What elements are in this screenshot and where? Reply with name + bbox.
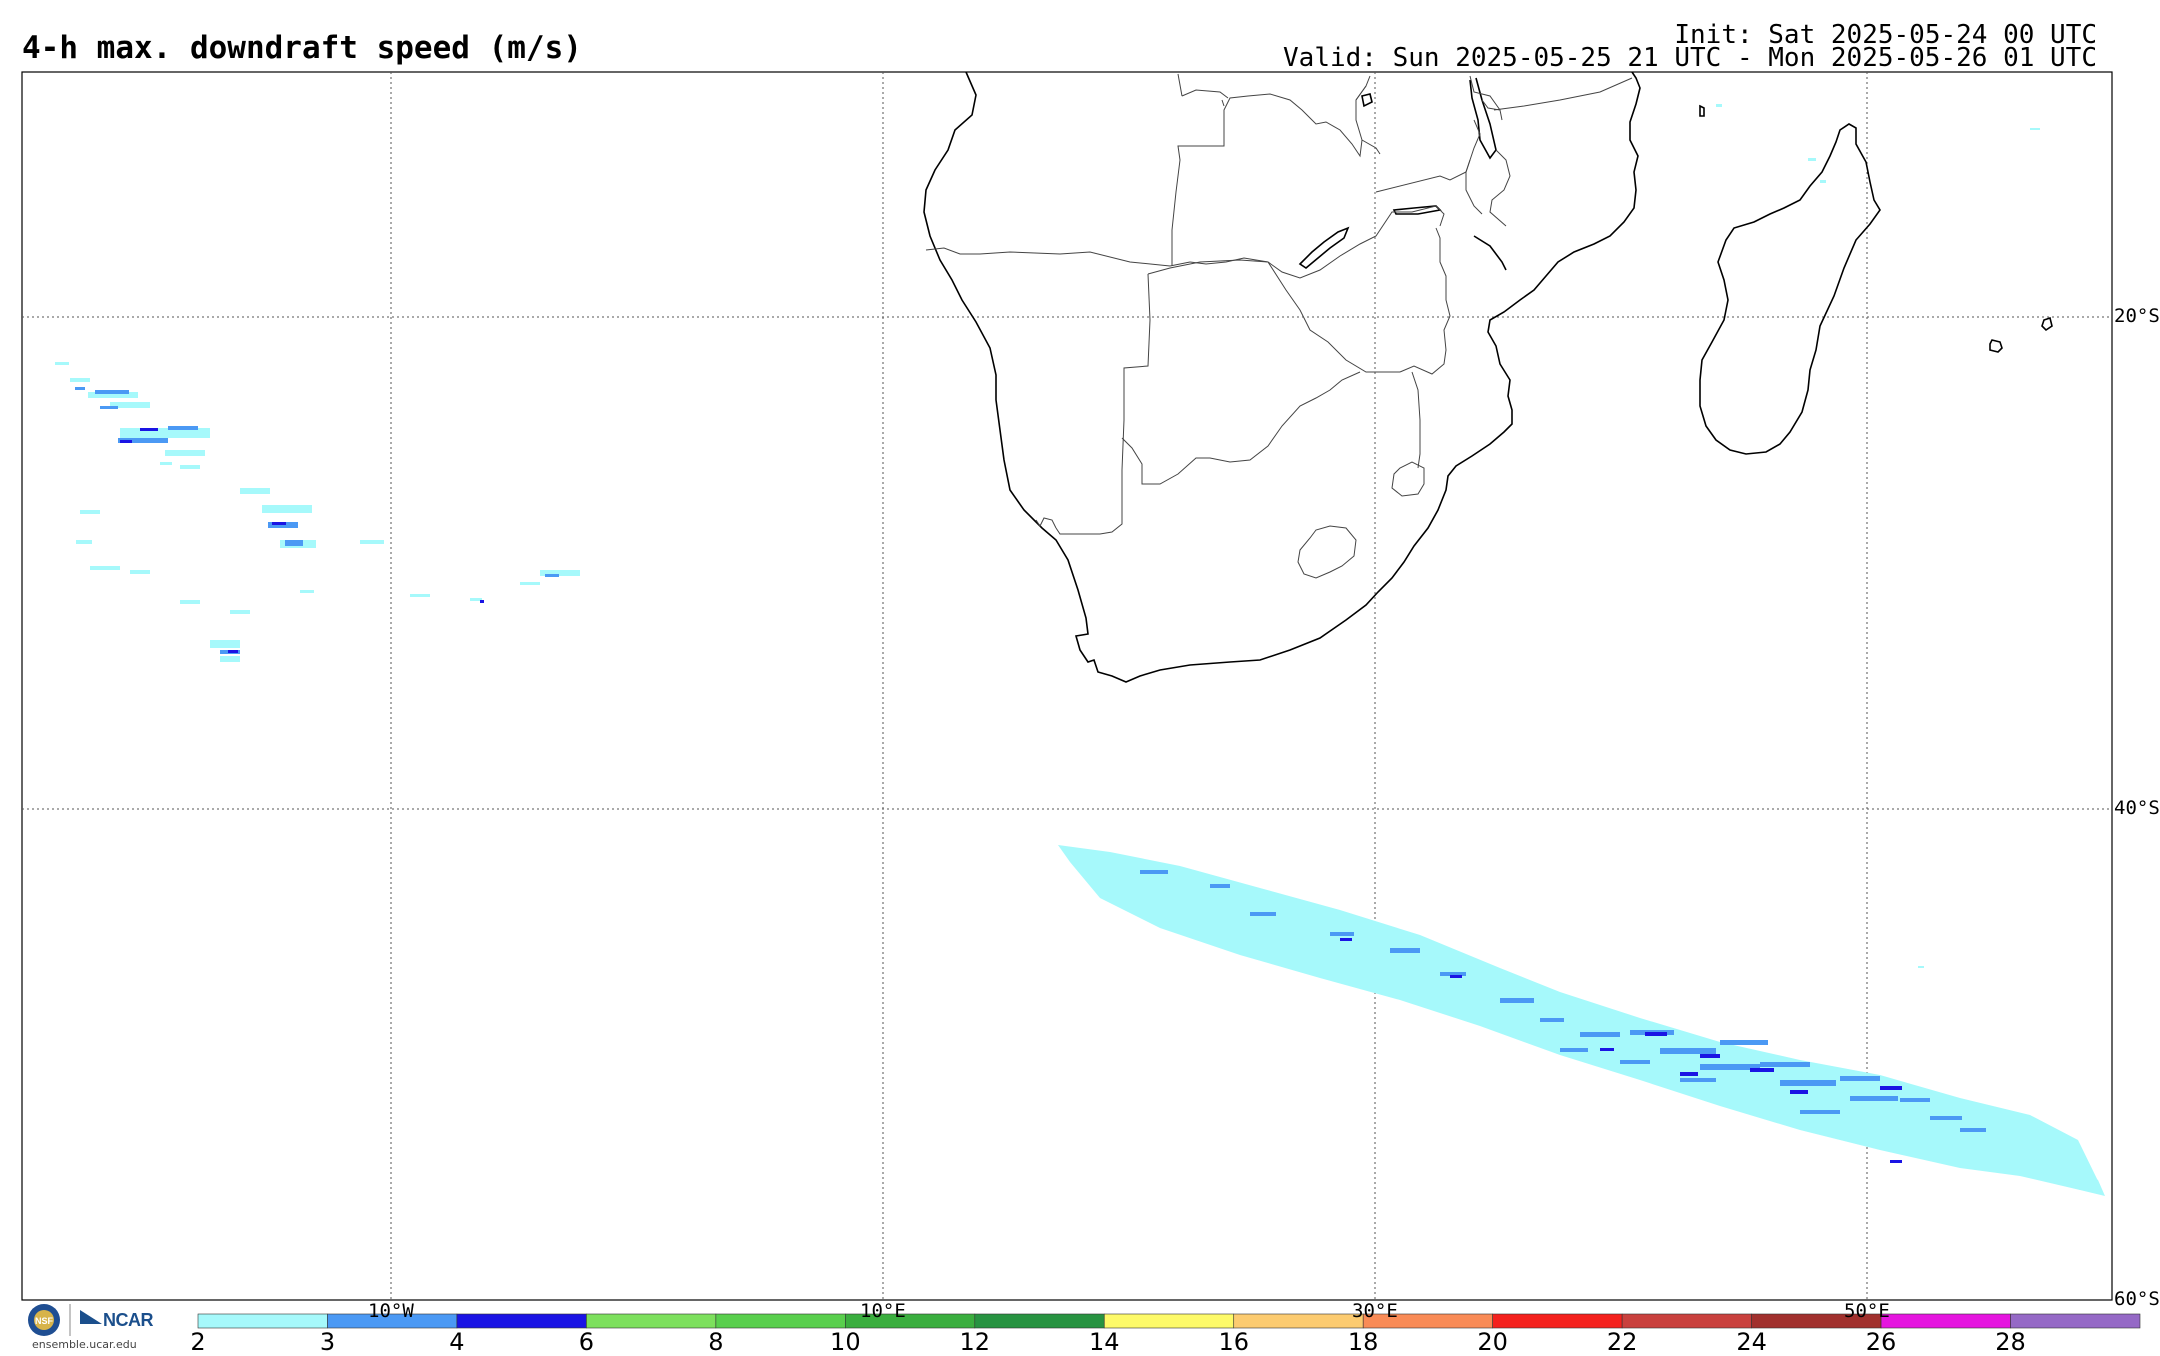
nsf-logo-icon: NSF [28, 1304, 102, 1336]
border-angola-namibia [925, 247, 1191, 267]
border-drc-north [1177, 73, 1229, 107]
lake-victoria-outline [1361, 93, 1373, 108]
downdraft-cells-4ms [1140, 870, 1986, 1132]
colorbar-swatch [456, 1313, 587, 1329]
border-namibia-south-africa [1035, 517, 1057, 529]
downdraft-cells-6ms [1340, 938, 1902, 1163]
border-malawi-tanzania [1469, 75, 1511, 227]
colorbar-tick-label: 18 [1347, 1328, 1379, 1356]
mozambique-river [1473, 235, 1507, 271]
colorbar-swatch [197, 1313, 328, 1329]
colorbar-swatch [974, 1313, 1105, 1329]
colorbar-tick-label: 24 [1736, 1328, 1767, 1356]
colorbar-tick-label: 4 [449, 1328, 465, 1356]
colorbar-tick-label: 14 [1088, 1328, 1120, 1356]
coastline-reunion [1989, 339, 2003, 353]
colorbar-tick-label: 2 [190, 1328, 206, 1356]
downdraft-band-3ms [1058, 845, 2100, 1190]
border-eswatini [1391, 461, 1425, 497]
colorbar-swatch [2010, 1313, 2141, 1329]
site-url: ensemble.ucar.edu [32, 1338, 137, 1351]
border-lesotho [1297, 525, 1357, 579]
lon-label-50e: 50°E [1844, 1300, 1890, 1322]
lake-kariba [1298, 226, 1350, 269]
colorbar-tick-label: 20 [1477, 1328, 1508, 1356]
nsf-logo-text: NSF [35, 1316, 54, 1326]
colorbar [197, 1313, 2141, 1329]
colorbar-tick-label: 6 [578, 1328, 595, 1356]
country-borders [925, 73, 1633, 579]
colorbar-tick-label: 10 [830, 1328, 861, 1356]
colorbar-swatch [1233, 1313, 1364, 1329]
colorbar-tick-label: 16 [1218, 1328, 1249, 1356]
coastline-africa-west-south-east [923, 71, 1641, 683]
border-botswana-south-africa [1121, 371, 1361, 485]
map-title: 4-h max. downdraft speed (m/s) [22, 30, 582, 66]
border-angola-zambia [1171, 85, 1367, 266]
coastline-comoros [1699, 104, 1705, 117]
graticule [22, 72, 2112, 1300]
lat-label-40s: 40°S [2114, 797, 2160, 819]
border-zimbabwe-mozambique [1399, 227, 1451, 375]
border-tanzania-mozambique [1493, 77, 1633, 111]
downdraft-cells-northwest [55, 362, 580, 662]
colorbar-swatch [586, 1313, 717, 1329]
downdraft-swath-south [1058, 845, 2105, 1196]
ncar-logo-text: NCAR [103, 1310, 154, 1330]
lon-label-10w: 10°W [368, 1300, 414, 1322]
init-time: Init: Sat 2025-05-24 00 UTC [1674, 20, 2097, 50]
colorbar-tick-label: 22 [1606, 1328, 1638, 1356]
border-namibia-botswana [1055, 273, 1151, 535]
lat-label-60s: 60°S [2114, 1288, 2160, 1310]
coastline-mauritius [2041, 316, 2053, 332]
lat-label-20s: 20°S [2114, 305, 2160, 327]
lon-label-10e: 10°E [860, 1300, 906, 1322]
colorbar-tick-label: 26 [1865, 1328, 1897, 1356]
border-zambia-malawi [1465, 159, 1483, 215]
lake-malawi [1469, 77, 1497, 160]
colorbar-tick-label: 3 [319, 1328, 336, 1356]
downdraft-cells-madagascar [1716, 104, 2040, 968]
lon-label-30e: 30°E [1352, 1300, 1398, 1322]
coastline-madagascar [1699, 123, 1881, 455]
colorbar-swatch [1621, 1313, 1752, 1329]
ncar-logo-icon [80, 1310, 102, 1324]
colorbar-tick-label: 8 [708, 1328, 724, 1356]
colorbar-tick-label: 12 [959, 1328, 991, 1356]
coastlines [923, 71, 2053, 683]
colorbar-tick-label: 28 [1995, 1328, 2026, 1356]
valid-time: Valid: Sun 2025-05-25 21 UTC - Mon 2025-… [1283, 43, 2097, 73]
map-frame [21, 71, 2113, 1301]
colorbar-swatch [715, 1313, 846, 1329]
border-south-africa-mozambique [1411, 371, 1421, 469]
border-zambia-zimbabwe [1189, 205, 1445, 279]
colorbar-swatch [1880, 1313, 2011, 1329]
colorbar-swatch [1103, 1313, 1235, 1329]
downdraft-band-3ms-tail [2020, 1140, 2105, 1196]
colorbar-swatch [1492, 1313, 1623, 1329]
border-botswana-zimbabwe [1147, 259, 1400, 373]
